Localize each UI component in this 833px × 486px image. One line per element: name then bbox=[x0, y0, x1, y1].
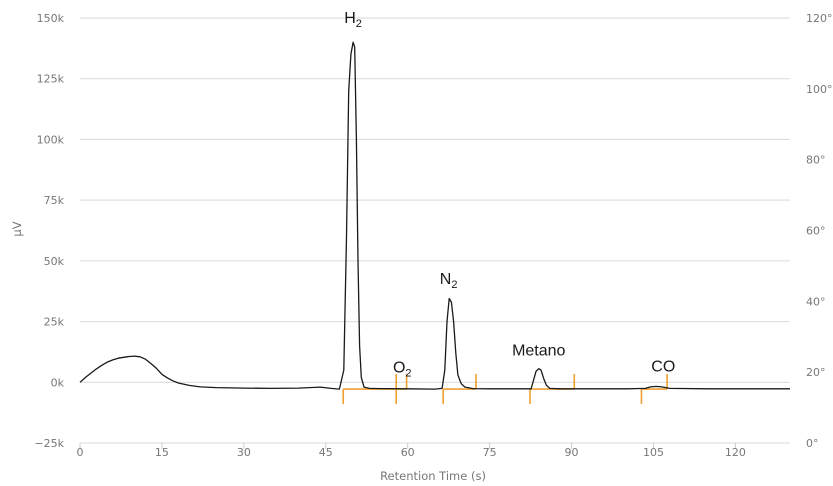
x-tick-label: 60 bbox=[401, 446, 415, 459]
y2-axis-ticks: 120° 100° 80° 60° 40° 20° 0° bbox=[806, 12, 833, 450]
y2-tick-label: 20° bbox=[806, 366, 826, 379]
x-tick-label: 120 bbox=[725, 446, 746, 459]
series bbox=[79, 41, 790, 390]
y2-tick-label: 0° bbox=[806, 437, 819, 450]
peak-labels: H2 O2 N2 Metano CO bbox=[344, 10, 675, 380]
y-tick-label: 150k bbox=[37, 12, 65, 25]
x-tick-label: 0 bbox=[77, 446, 84, 459]
grid-lines bbox=[80, 17, 790, 444]
y-tick-label: 50k bbox=[44, 255, 65, 268]
x-tick-label: 30 bbox=[237, 446, 251, 459]
peak-label: CO bbox=[651, 358, 675, 375]
y-tick-label: 75k bbox=[44, 194, 65, 207]
y-axis-title: µV bbox=[10, 221, 24, 236]
y-tick-label: 0k bbox=[51, 376, 65, 389]
x-axis-title: Retention Time (s) bbox=[380, 469, 486, 483]
x-tick-label: 90 bbox=[565, 446, 579, 459]
chromatogram-line bbox=[79, 41, 790, 390]
y2-tick-label: 100° bbox=[806, 83, 833, 96]
y2-tick-label: 120° bbox=[806, 12, 833, 25]
peak-label: H2 bbox=[344, 10, 362, 30]
integration-markers bbox=[342, 374, 668, 405]
x-tick-label: 105 bbox=[643, 446, 664, 459]
peak-label: N2 bbox=[440, 271, 458, 291]
x-tick-label: 75 bbox=[483, 446, 497, 459]
peak-label: Metano bbox=[512, 343, 565, 360]
y-tick-label: 100k bbox=[37, 133, 65, 146]
y2-tick-label: 40° bbox=[806, 295, 826, 308]
x-tick-label: 45 bbox=[319, 446, 333, 459]
y2-tick-label: 60° bbox=[806, 225, 826, 238]
y2-tick-label: 80° bbox=[806, 154, 826, 167]
y-axis-ticks: 150k 125k 100k 75k 50k 25k 0k −25k bbox=[34, 12, 64, 450]
y-tick-label: 125k bbox=[37, 73, 65, 86]
peak-label: O2 bbox=[393, 360, 412, 380]
x-axis-ticks: 0 15 30 45 60 75 90 105 120 bbox=[77, 443, 746, 459]
y-tick-label: 25k bbox=[44, 316, 65, 329]
y-tick-label: −25k bbox=[34, 437, 64, 450]
x-tick-label: 15 bbox=[155, 446, 169, 459]
